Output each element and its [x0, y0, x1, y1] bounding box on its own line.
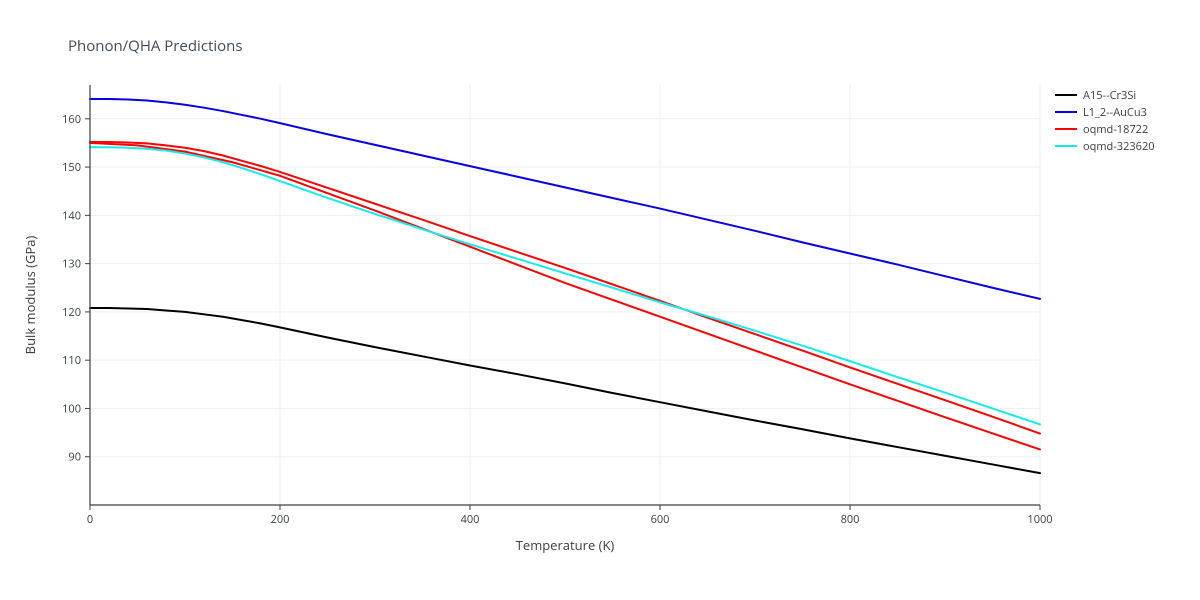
y-tick-label: 130 [62, 257, 81, 272]
legend-label: oqmd-18722 [1083, 122, 1148, 137]
y-tick-label: 110 [62, 353, 81, 368]
y-tick-label: 90 [68, 450, 81, 465]
x-tick-label: 400 [461, 512, 480, 527]
x-tick-label: 200 [271, 512, 290, 527]
legend-label: L1_2--AuCu3 [1083, 105, 1147, 120]
x-tick-label: 1000 [1027, 512, 1052, 527]
y-tick-label: 100 [62, 401, 81, 416]
series-line [90, 142, 1040, 434]
y-tick-label: 140 [62, 208, 81, 223]
phonon-chart: 0 200 400 600 800 1000 90 100 110 120 130 140 150 160… [0, 0, 1200, 600]
x-tick-label: 800 [841, 512, 860, 527]
y-axis-label: Bulk modulus (GPa) [21, 236, 39, 355]
y-tick-label: 150 [62, 160, 81, 175]
y-tick-label: 160 [62, 112, 81, 127]
legend-label: A15--Cr3Si [1083, 88, 1136, 103]
x-tick-label: 0 [87, 512, 93, 527]
y-tick-label: 120 [62, 305, 81, 320]
series-line [90, 143, 1040, 450]
x-axis-label: Temperature (K) [516, 536, 615, 554]
series-line [90, 308, 1040, 473]
x-tick-label: 600 [651, 512, 670, 527]
chart-title: Phonon/QHA Predictions [68, 36, 243, 56]
legend-label: oqmd-323620 [1083, 139, 1155, 154]
